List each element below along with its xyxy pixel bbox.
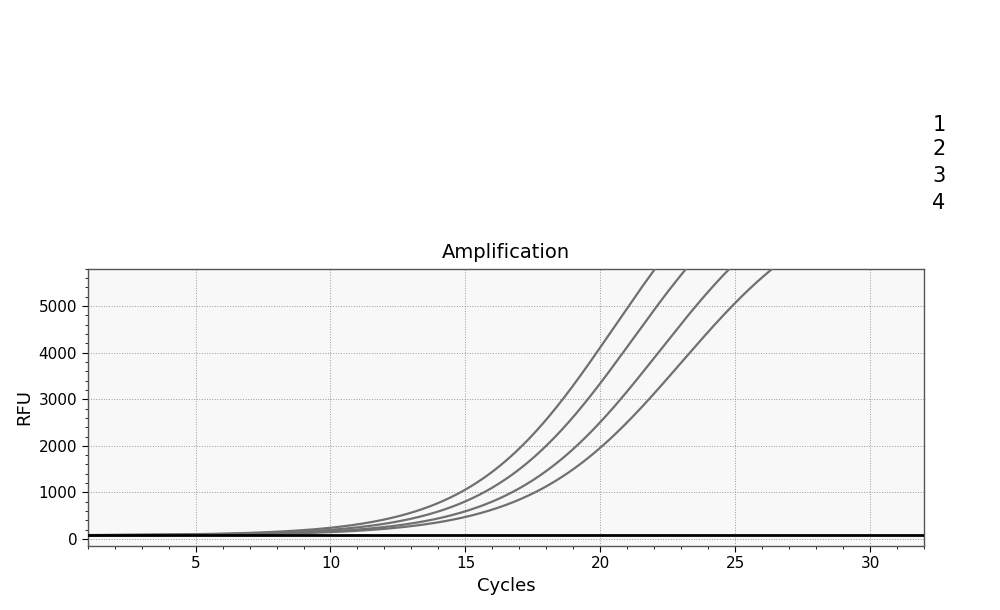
Text: 4: 4 — [932, 193, 946, 213]
Title: Amplification: Amplification — [442, 243, 570, 262]
Y-axis label: RFU: RFU — [15, 389, 33, 425]
X-axis label: Cycles: Cycles — [477, 577, 535, 595]
Text: 2: 2 — [932, 140, 946, 159]
Text: 3: 3 — [932, 166, 946, 186]
Text: 1: 1 — [932, 115, 946, 135]
